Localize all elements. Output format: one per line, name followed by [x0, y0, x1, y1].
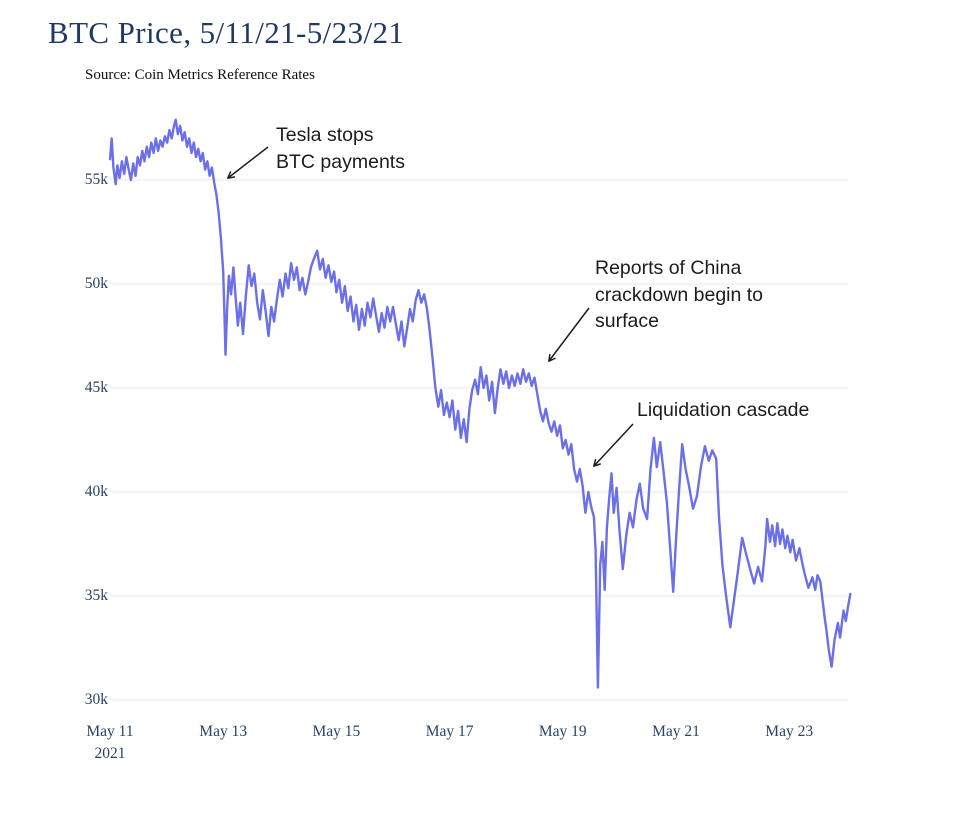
annotation-label-tesla: Tesla stops BTC payments: [276, 122, 405, 175]
annotation-arrow-tesla: [227, 146, 269, 179]
annotation-arrows: [227, 146, 634, 467]
annotation-label-liquidation: Liquidation cascade: [637, 397, 809, 424]
annotation-line: Tesla stops: [276, 124, 374, 146]
x-tick-label: May 17: [425, 723, 474, 740]
x-tick-label: May 21: [652, 723, 700, 740]
annotation-line: BTC payments: [276, 150, 405, 173]
annotation-line: surface: [595, 310, 659, 332]
annotation-label-china: Reports of China crackdown begin to surfac…: [595, 255, 763, 335]
y-tick-label: 55k: [84, 171, 108, 188]
y-tick-label: 35k: [84, 587, 108, 604]
annotation-arrow-liquidation: [593, 423, 634, 467]
y-tick-label: 50k: [84, 275, 108, 292]
x-tick-label: May 15: [312, 723, 361, 740]
gridlines: [110, 179, 848, 701]
annotation-line: Liquidation cascade: [637, 399, 810, 421]
page-title: BTC Price, 5/11/21-5/23/21: [48, 15, 405, 50]
y-tick-label: 45k: [84, 379, 108, 396]
y-tick-label: 40k: [84, 483, 108, 500]
x-tick-label: May 13: [199, 723, 248, 740]
y-tick-label: 30k: [84, 691, 108, 708]
annotation-arrow-china: [548, 307, 590, 362]
source-label: Source: Coin Metrics Reference Rates: [85, 67, 315, 83]
annotation-line: Reports of China: [595, 257, 742, 279]
x-tick-label: May 11 2021: [62, 721, 158, 765]
x-tick-sublabel: 2021: [94, 745, 126, 762]
price-line: [108, 118, 852, 689]
x-tick-label: May 23: [765, 723, 814, 740]
x-tick-label: May 19: [538, 723, 587, 740]
annotation-line: crackdown begin to: [595, 283, 764, 306]
